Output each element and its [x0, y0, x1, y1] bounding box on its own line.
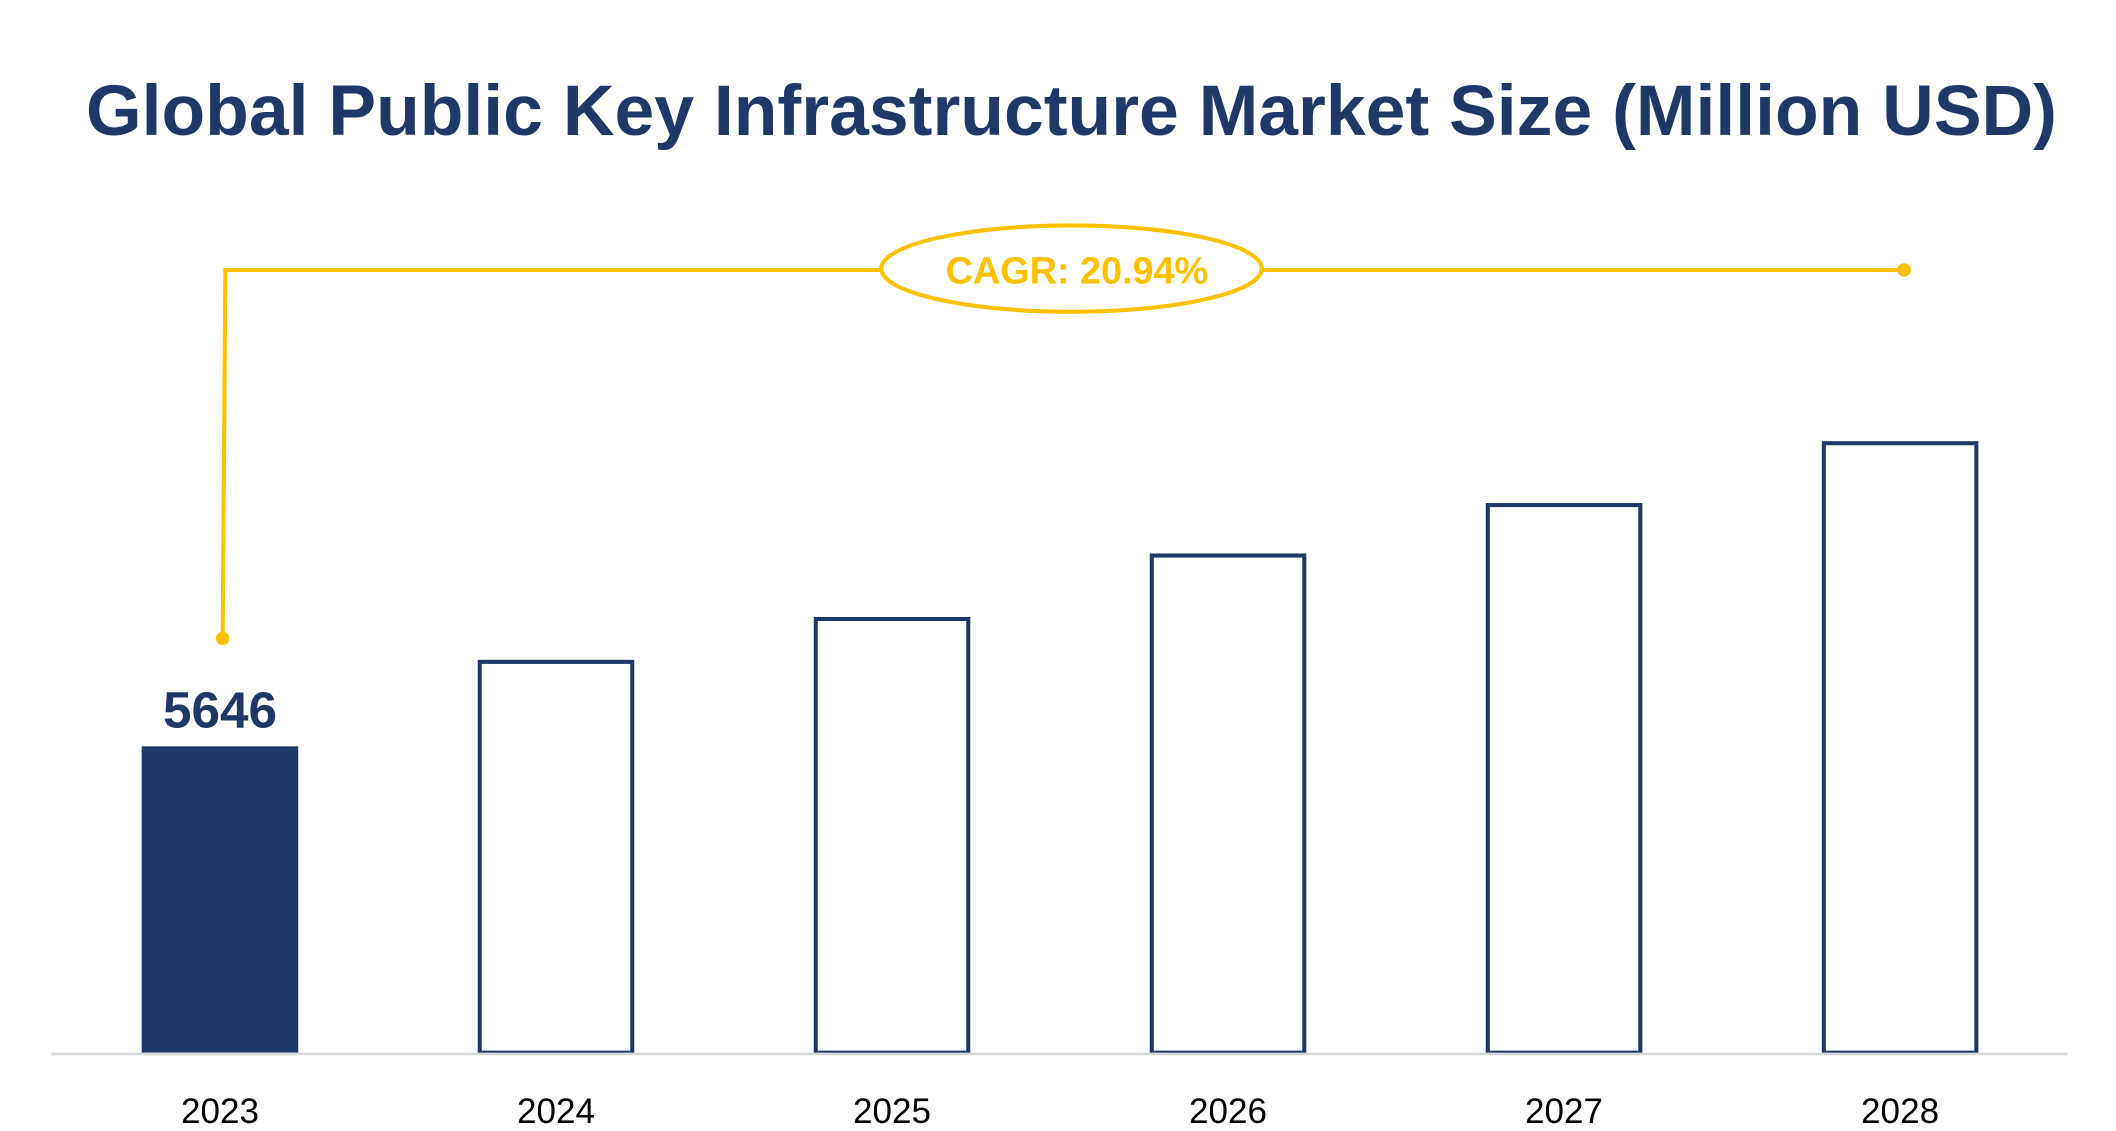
bar-2027	[1485, 503, 1643, 1055]
x-tick-label-2027: 2027	[1525, 1092, 1603, 1131]
cagr-ellipse	[879, 223, 1264, 314]
bar-2024	[477, 659, 635, 1055]
cagr-label: CAGR: 20.94%	[946, 250, 1208, 292]
x-tick-label-2023: 2023	[181, 1092, 259, 1131]
cagr-annotation: CAGR: 20.94%	[215, 223, 1911, 646]
bars	[141, 441, 1979, 1055]
x-tick-label-2028: 2028	[1861, 1092, 1939, 1131]
x-tick-label-2024: 2024	[517, 1092, 595, 1131]
bar-2026	[1149, 553, 1307, 1055]
x-tick-label-2025: 2025	[853, 1092, 931, 1131]
cagr-start-dot	[215, 631, 230, 646]
data-label-2023: 5646	[163, 681, 277, 738]
cagr-connector-line	[220, 267, 882, 639]
chart-title: Global Public Key Infrastructure Market …	[86, 71, 2057, 151]
bar-2023	[141, 746, 299, 1053]
x-tick-label-2026: 2026	[1189, 1092, 1267, 1131]
bar-2025	[813, 616, 971, 1055]
bar-2028	[1821, 441, 1979, 1055]
tick-labels: 5646 2023 2024 2025 2026 2027 2028	[163, 681, 1939, 1130]
cagr-end-dot	[1897, 263, 1911, 277]
